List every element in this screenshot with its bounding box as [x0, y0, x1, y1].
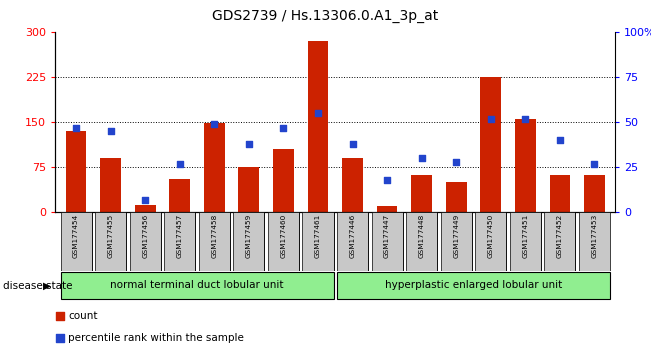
Text: GDS2739 / Hs.13306.0.A1_3p_at: GDS2739 / Hs.13306.0.A1_3p_at	[212, 9, 439, 23]
Text: GSM177451: GSM177451	[522, 214, 529, 258]
Bar	[342, 158, 363, 212]
Text: GSM177450: GSM177450	[488, 214, 493, 258]
Text: count: count	[68, 311, 98, 321]
Text: GSM177459: GSM177459	[246, 214, 252, 258]
Text: GSM177460: GSM177460	[281, 214, 286, 258]
Text: normal terminal duct lobular unit: normal terminal duct lobular unit	[110, 280, 284, 290]
Point	[174, 161, 185, 166]
Point	[555, 137, 565, 143]
FancyBboxPatch shape	[372, 212, 403, 271]
Text: ▶: ▶	[43, 281, 51, 291]
Point	[71, 125, 81, 130]
Bar	[584, 175, 605, 212]
FancyBboxPatch shape	[233, 212, 264, 271]
Bar	[238, 167, 259, 212]
Point	[140, 197, 150, 202]
Bar	[480, 77, 501, 212]
FancyBboxPatch shape	[199, 212, 230, 271]
Text: GSM177449: GSM177449	[453, 214, 459, 258]
Text: GSM177461: GSM177461	[315, 214, 321, 258]
Point	[54, 314, 64, 319]
Text: hyperplastic enlarged lobular unit: hyperplastic enlarged lobular unit	[385, 280, 562, 290]
Bar	[100, 158, 121, 212]
Point	[105, 129, 116, 134]
Point	[348, 141, 358, 147]
Point	[589, 161, 600, 166]
Text: GSM177455: GSM177455	[107, 214, 114, 258]
Bar	[204, 123, 225, 212]
FancyBboxPatch shape	[61, 272, 333, 299]
FancyBboxPatch shape	[130, 212, 161, 271]
FancyBboxPatch shape	[544, 212, 575, 271]
Point	[486, 116, 496, 121]
Text: GSM177457: GSM177457	[177, 214, 183, 258]
Point	[209, 121, 219, 127]
Text: GSM177454: GSM177454	[73, 214, 79, 258]
FancyBboxPatch shape	[337, 272, 610, 299]
FancyBboxPatch shape	[95, 212, 126, 271]
Text: GSM177448: GSM177448	[419, 214, 424, 258]
Bar	[446, 182, 467, 212]
Text: GSM177452: GSM177452	[557, 214, 563, 258]
Bar	[135, 205, 156, 212]
Text: GSM177458: GSM177458	[212, 214, 217, 258]
Point	[312, 110, 323, 116]
FancyBboxPatch shape	[61, 212, 92, 271]
Bar	[308, 41, 328, 212]
Bar	[66, 131, 87, 212]
Bar	[273, 149, 294, 212]
FancyBboxPatch shape	[406, 212, 437, 271]
Text: GSM177453: GSM177453	[592, 214, 598, 258]
Bar	[169, 179, 190, 212]
Bar	[549, 175, 570, 212]
FancyBboxPatch shape	[475, 212, 506, 271]
FancyBboxPatch shape	[268, 212, 299, 271]
FancyBboxPatch shape	[303, 212, 333, 271]
Text: GSM177456: GSM177456	[142, 214, 148, 258]
Bar	[411, 175, 432, 212]
Point	[417, 155, 427, 161]
Point	[520, 116, 531, 121]
Text: percentile rank within the sample: percentile rank within the sample	[68, 332, 244, 343]
Point	[278, 125, 288, 130]
FancyBboxPatch shape	[337, 212, 368, 271]
FancyBboxPatch shape	[441, 212, 472, 271]
FancyBboxPatch shape	[510, 212, 541, 271]
Point	[451, 159, 462, 165]
Text: GSM177446: GSM177446	[350, 214, 355, 258]
Bar	[515, 119, 536, 212]
Point	[54, 335, 64, 341]
Text: disease state: disease state	[3, 281, 73, 291]
FancyBboxPatch shape	[579, 212, 610, 271]
Bar	[377, 206, 398, 212]
FancyBboxPatch shape	[164, 212, 195, 271]
Point	[382, 177, 393, 183]
Text: GSM177447: GSM177447	[384, 214, 390, 258]
Point	[243, 141, 254, 147]
